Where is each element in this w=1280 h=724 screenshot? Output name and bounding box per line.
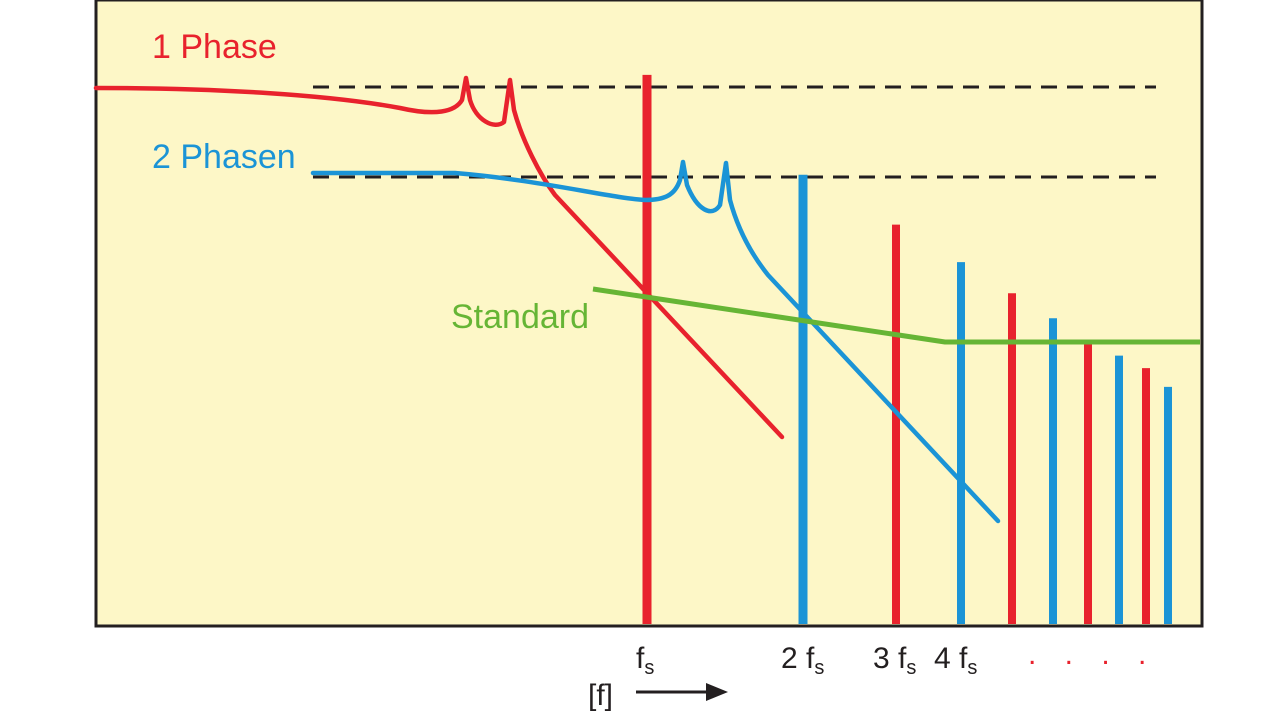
standard-label: Standard [451, 298, 589, 336]
standard-limit-curve [592, 286, 1200, 345]
tick-label-fs: fs [636, 642, 654, 679]
phase2-label: 2 Phasen [152, 138, 296, 176]
harmonic-bars [642, 74, 1172, 624]
continuation-dots: . . . . [1028, 638, 1156, 671]
tick-label-3fs: 3 fs [873, 642, 916, 679]
frequency-axis-label: [f] [588, 679, 613, 712]
phase2-response-curve [310, 159, 1001, 524]
tick-label-2fs: 2 fs [781, 642, 824, 679]
frequency-arrow-icon [706, 683, 728, 701]
phase1-label: 1 Phase [152, 28, 277, 66]
phase1-response-curve [93, 75, 785, 440]
tick-label-4fs: 4 fs [934, 642, 977, 679]
